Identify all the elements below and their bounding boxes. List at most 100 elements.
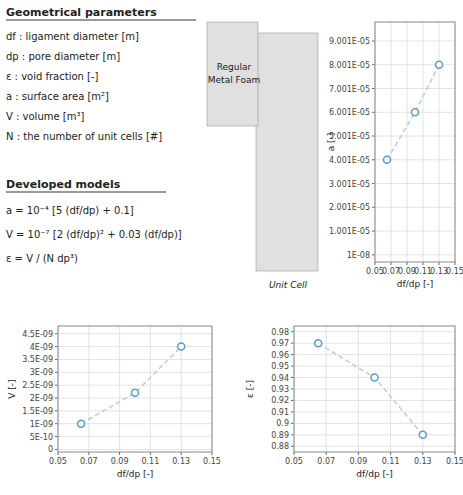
- grid-line: [58, 359, 212, 360]
- grid-line: [294, 434, 455, 435]
- data-point: [419, 431, 426, 438]
- annotation: N : the number of unit cells [#]: [6, 131, 162, 142]
- tick-label: 0.98: [271, 328, 289, 337]
- tick-label: 0.07: [317, 457, 335, 466]
- grid-line: [423, 22, 424, 262]
- grid-line: [375, 136, 455, 137]
- grid-line: [439, 22, 440, 262]
- y-axis-label: a [-]: [326, 133, 336, 152]
- data-point: [78, 420, 85, 427]
- grid-line: [88, 326, 89, 452]
- grid-line: [375, 207, 455, 208]
- grid-line: [294, 331, 455, 332]
- plot-area: [384, 61, 443, 163]
- tick-label: 2E-09: [30, 394, 53, 403]
- data-point: [371, 374, 378, 381]
- y-axis-label: V [-]: [7, 379, 17, 398]
- annotation: V = 10⁻⁷ [2 (df/dp)² + 0.03 (df/dp)]: [6, 229, 182, 240]
- grid-line: [375, 88, 455, 89]
- tick-label: 3.5E-09: [22, 355, 53, 364]
- annotation-line: Regular: [217, 62, 252, 72]
- tick-label: 0.93: [271, 385, 289, 394]
- tick-label: 0.15: [446, 267, 463, 276]
- tick-label: 0.09: [349, 457, 367, 466]
- data-point: [178, 343, 185, 350]
- grid-line: [58, 372, 212, 373]
- image-placeholder: [256, 33, 318, 271]
- annotation: V : volume [m³]: [6, 111, 84, 122]
- trend-line: [387, 65, 439, 160]
- grid-line: [150, 326, 151, 452]
- annotation: Developed models: [6, 178, 121, 191]
- tick-label: 1E-09: [30, 420, 53, 429]
- grid-line: [390, 326, 391, 452]
- tick-label: 8.001E-05: [329, 61, 370, 70]
- tick-label: 4E-09: [30, 343, 53, 352]
- tick-label: 0.13: [172, 457, 190, 466]
- y-axis-label: ε [-]: [245, 380, 255, 398]
- grid-line: [58, 436, 212, 437]
- chart: 0.880.890.90.910.920.930.940.950.960.970…: [245, 326, 463, 479]
- chart: 1E-081.001E-052.001E-053.001E-054.001E-0…: [326, 22, 463, 289]
- plot-area: [315, 340, 427, 439]
- tick-label: 0.11: [382, 457, 400, 466]
- annotation: Unit Cell: [269, 280, 308, 290]
- annotation: ε = V / (N dp³): [6, 253, 78, 264]
- data-point: [412, 109, 419, 116]
- tick-label: 3E-09: [30, 368, 53, 377]
- annotation: Geometrical parameters: [6, 6, 157, 19]
- grid-line: [294, 446, 455, 447]
- grid-line: [294, 423, 455, 424]
- tick-label: 0.15: [446, 457, 463, 466]
- figure: Geometrical parameters df : ligament diam…: [0, 0, 463, 495]
- grid-line: [58, 385, 212, 386]
- annotation: ε : void fraction [-]: [6, 71, 99, 82]
- plot-area: [78, 343, 185, 427]
- tick-label: 9.001E-05: [329, 37, 370, 46]
- trend-line: [318, 343, 423, 435]
- grid-line: [326, 326, 327, 452]
- annotation: a = 10⁻⁴ [5 (df/dp) + 0.1]: [6, 205, 134, 216]
- plot-frame: [375, 22, 455, 262]
- tick-label: 0.95: [271, 362, 289, 371]
- data-point: [132, 389, 139, 396]
- grid-line: [58, 333, 212, 334]
- tick-label: 0.92: [271, 396, 289, 405]
- grid-line: [294, 366, 455, 367]
- tick-label: 0.11: [141, 457, 159, 466]
- tick-label: 0: [48, 445, 53, 454]
- tick-label: 0.89: [271, 431, 289, 440]
- data-point: [436, 61, 443, 68]
- grid-line: [58, 398, 212, 399]
- grid-line: [58, 346, 212, 347]
- underline: [6, 192, 166, 193]
- tick-label: 0.09: [111, 457, 129, 466]
- tick-label: 0.05: [49, 457, 67, 466]
- tick-label: 3.001E-05: [329, 180, 370, 189]
- grid-line: [294, 354, 455, 355]
- tick-label: 1E-08: [347, 251, 370, 260]
- grid-line: [375, 40, 455, 41]
- grid-line: [58, 449, 212, 450]
- annotation: RegularMetal Foam: [208, 62, 260, 85]
- grid-line: [58, 410, 212, 411]
- plot-frame: [294, 326, 455, 452]
- tick-label: 0.94: [271, 374, 289, 383]
- tick-label: 4.001E-05: [329, 156, 370, 165]
- tick-label: 5E-10: [30, 433, 53, 442]
- tick-label: 2.5E-09: [22, 381, 53, 390]
- data-point: [384, 156, 391, 163]
- tick-label: 1.001E-05: [329, 227, 370, 236]
- grid-line: [358, 326, 359, 452]
- trend-line: [81, 347, 181, 424]
- data-point: [315, 340, 322, 347]
- tick-label: 0.05: [285, 457, 303, 466]
- plot-frame: [58, 326, 212, 452]
- grid-line: [407, 22, 408, 262]
- tick-label: 6.001E-05: [329, 108, 370, 117]
- tick-label: 7.001E-05: [329, 85, 370, 94]
- x-axis-label: df/dp [-]: [397, 279, 433, 289]
- annotation: df : ligament diameter [m]: [6, 31, 139, 42]
- x-axis-label: df/dp [-]: [356, 469, 392, 479]
- grid-line: [391, 22, 392, 262]
